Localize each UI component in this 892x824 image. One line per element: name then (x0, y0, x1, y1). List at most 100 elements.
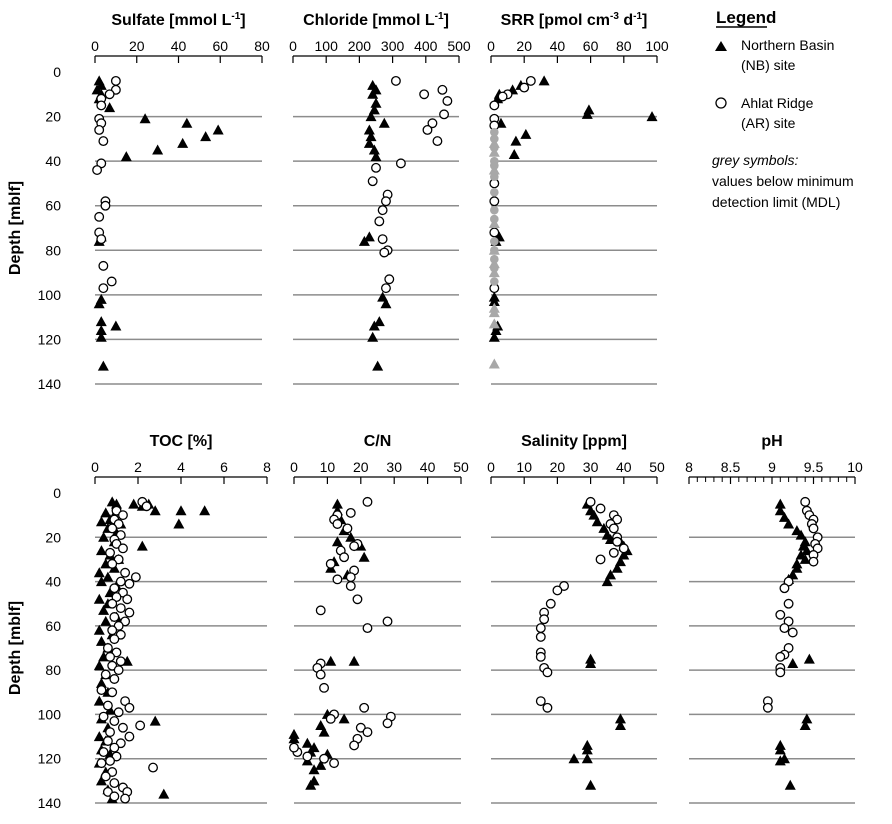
ar-mdl-point (490, 254, 499, 264)
ar-point (124, 607, 135, 618)
nb-point (372, 360, 384, 371)
ar-point (345, 572, 356, 583)
ar-point (96, 234, 107, 245)
ar-point (787, 627, 798, 638)
ar-point (585, 496, 596, 507)
nb-point (368, 144, 380, 155)
nb-point (614, 713, 626, 724)
nb-point (93, 298, 105, 309)
nb-point (585, 658, 597, 668)
ar-point (542, 702, 553, 713)
nb-point (111, 498, 122, 509)
x-tick-label: 6 (220, 459, 228, 475)
x-tick-label: 0 (289, 38, 297, 54)
y-tick-label: 60 (45, 618, 61, 634)
nb-point (315, 759, 327, 770)
nb-point (799, 553, 811, 564)
ar-point (109, 791, 120, 802)
nb-point (581, 744, 593, 755)
x-tick-label: 10 (320, 459, 336, 475)
ar-point (545, 598, 556, 609)
nb-point (149, 505, 161, 516)
ar-point (437, 84, 448, 95)
ar-point (552, 585, 563, 596)
nb-point (93, 624, 105, 635)
y-tick-label: 0 (53, 64, 61, 80)
nb-point (181, 117, 193, 128)
nb-point (799, 720, 811, 730)
x-tick-label: 200 (348, 38, 372, 54)
x-tick-label: 40 (171, 38, 187, 54)
nb-point (93, 695, 105, 706)
y-tick-label: 140 (38, 795, 62, 811)
panel-title: pH (761, 433, 782, 450)
x-tick-label: 100 (315, 38, 339, 54)
ar-point (120, 567, 131, 578)
ar-point (115, 576, 126, 587)
ar-mdl-point (490, 277, 499, 286)
ar-point (390, 75, 401, 86)
ar-point (105, 651, 116, 662)
ar-mdl-point (490, 263, 499, 273)
nb-point (95, 545, 107, 556)
ar-mdl-point (490, 214, 499, 224)
ar-point (762, 702, 773, 713)
y-tick-label: 80 (45, 242, 61, 258)
ar-point (105, 755, 116, 766)
nb-point (212, 124, 224, 135)
x-tick-label: 8.5 (721, 459, 741, 475)
ar-point (618, 543, 629, 554)
panel-title: TOC [%] (150, 433, 213, 450)
x-tick-label: 4 (177, 459, 185, 475)
nb-point (365, 111, 377, 122)
ar-point (432, 136, 443, 147)
nb-point (98, 604, 110, 615)
ar-point (130, 572, 141, 583)
ar-point (355, 722, 366, 733)
ar-point (148, 762, 159, 773)
ar-point (612, 514, 623, 525)
ar-mdl-point (490, 237, 499, 246)
nb-point (581, 108, 593, 119)
nb-point (774, 498, 786, 509)
ar-point (382, 718, 393, 729)
x-tick-label: 50 (649, 459, 665, 475)
nb-point (95, 775, 107, 786)
nb-point (774, 505, 786, 516)
ar-point (325, 558, 336, 569)
nb-point (488, 331, 500, 342)
nb-point (93, 660, 105, 671)
panel-7: pH 8 8.5 9 9.5 10 (685, 433, 863, 804)
ar-point (362, 727, 373, 738)
nb-point (331, 536, 343, 547)
nb-point (581, 753, 593, 764)
ar-point (395, 158, 406, 169)
y-tick-label: 40 (45, 574, 61, 590)
ar-point (332, 519, 343, 529)
nb-point (377, 291, 389, 302)
x-tick-label: 80 (616, 38, 632, 54)
ar-mdl-point (490, 127, 499, 137)
y-tick-label: 100 (38, 706, 62, 722)
nb-point (588, 509, 600, 520)
x-tick-label: 9.5 (804, 459, 824, 475)
ar-point (102, 736, 113, 746)
nb-point (370, 151, 382, 162)
nb-point (365, 131, 377, 142)
panel-title: Salinity [ppm] (521, 433, 627, 450)
ar-point (109, 674, 120, 684)
ar-point (427, 118, 438, 129)
ar-point (775, 609, 786, 620)
ar-point (113, 665, 124, 676)
nb-point (136, 540, 148, 551)
nb-point (199, 505, 211, 516)
ar-point (595, 503, 606, 514)
y-tick-label: 140 (38, 376, 62, 392)
x-tick-label: 30 (386, 459, 402, 475)
ar-point (110, 75, 121, 86)
ar-point (379, 247, 390, 258)
ar-point (779, 623, 790, 634)
ar-point (102, 700, 113, 711)
ar-point (115, 656, 126, 667)
